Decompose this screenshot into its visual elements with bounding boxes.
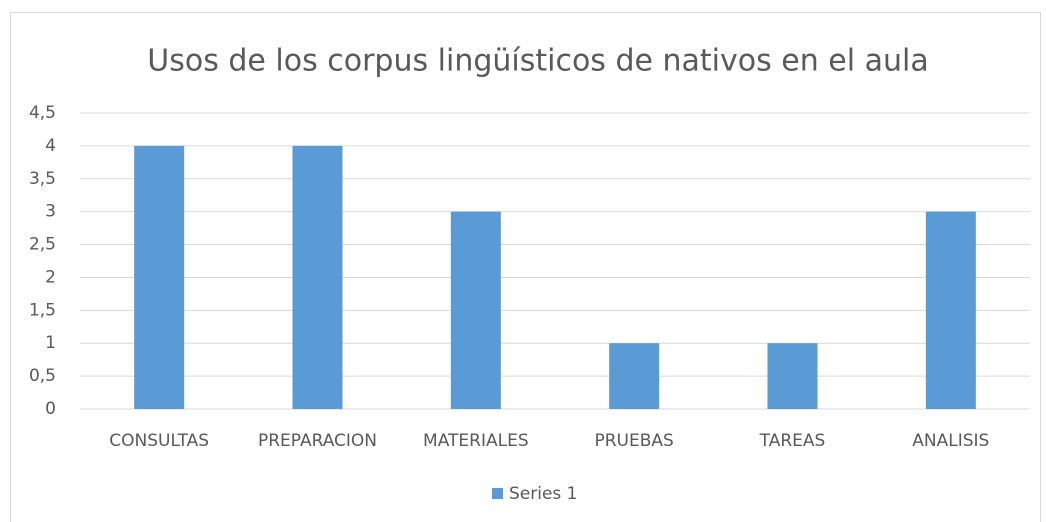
- y-tick-label: 2: [45, 267, 56, 287]
- x-tick-label: ANALISIS: [912, 431, 989, 451]
- bar: [134, 145, 185, 409]
- y-tick-label: 2,5: [29, 235, 56, 255]
- y-tick-label: 4: [45, 136, 56, 156]
- x-tick-label: PRUEBAS: [594, 431, 673, 451]
- y-tick-label: 4,5: [29, 103, 56, 123]
- x-tick-label: MATERIALES: [423, 431, 529, 451]
- x-tick-label: CONSULTAS: [109, 431, 209, 451]
- legend-swatch: [492, 488, 503, 499]
- x-tick-label: PREPARACION: [258, 431, 377, 451]
- y-tick-label: 0,5: [29, 366, 56, 386]
- chart-title: Usos de los corpus lingüísticos de nativ…: [147, 44, 928, 79]
- y-tick-label: 1,5: [29, 300, 56, 320]
- legend-label: Series 1: [509, 484, 578, 504]
- bar: [767, 343, 818, 409]
- y-tick-label: 3: [45, 202, 56, 222]
- y-tick-label: 1: [45, 333, 56, 353]
- bar: [292, 145, 343, 409]
- y-tick-label: 0: [45, 399, 56, 419]
- y-tick-label: 3,5: [29, 169, 56, 189]
- bar: [609, 343, 660, 409]
- bar: [450, 211, 501, 409]
- x-tick-label: TAREAS: [759, 431, 826, 451]
- bar: [925, 211, 976, 409]
